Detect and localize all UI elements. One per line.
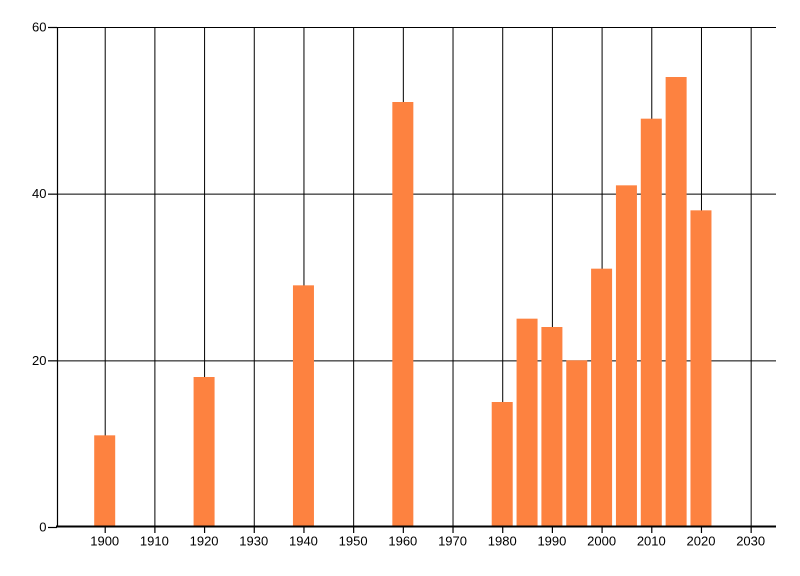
bar-1980 xyxy=(491,402,513,526)
x-tick-label: 1970 xyxy=(438,534,467,549)
bar-1985 xyxy=(516,318,538,526)
bar-1900 xyxy=(94,435,116,526)
y-tick-label: 0 xyxy=(39,520,46,535)
x-tick-label: 2000 xyxy=(587,534,616,549)
x-tick-label: 1960 xyxy=(388,534,417,549)
y-tick-label: 40 xyxy=(32,186,46,201)
bar-1920 xyxy=(193,377,215,526)
x-tick-label: 1980 xyxy=(488,534,517,549)
bar-2010 xyxy=(640,118,662,527)
bar-1995 xyxy=(566,360,588,526)
bar-2000 xyxy=(591,268,613,526)
x-tick-label: 1910 xyxy=(140,534,169,549)
bar-2015 xyxy=(665,77,687,526)
y-tick-label: 60 xyxy=(32,20,46,35)
x-tick-label: 1950 xyxy=(339,534,368,549)
x-tick-label: 1920 xyxy=(190,534,219,549)
bar-2005 xyxy=(615,185,637,527)
bar-1940 xyxy=(292,285,314,526)
bar-2020 xyxy=(690,210,712,527)
y-tick-label: 20 xyxy=(32,353,46,368)
x-tick-label: 2030 xyxy=(736,534,765,549)
x-tick-label: 2010 xyxy=(637,534,666,549)
x-tick-label: 1930 xyxy=(239,534,268,549)
x-tick-label: 2020 xyxy=(687,534,716,549)
x-tick-label: 1940 xyxy=(289,534,318,549)
bar-1960 xyxy=(392,102,414,526)
x-tick-label: 1990 xyxy=(537,534,566,549)
x-tick-label: 1900 xyxy=(90,534,119,549)
bar-1990 xyxy=(541,327,563,526)
